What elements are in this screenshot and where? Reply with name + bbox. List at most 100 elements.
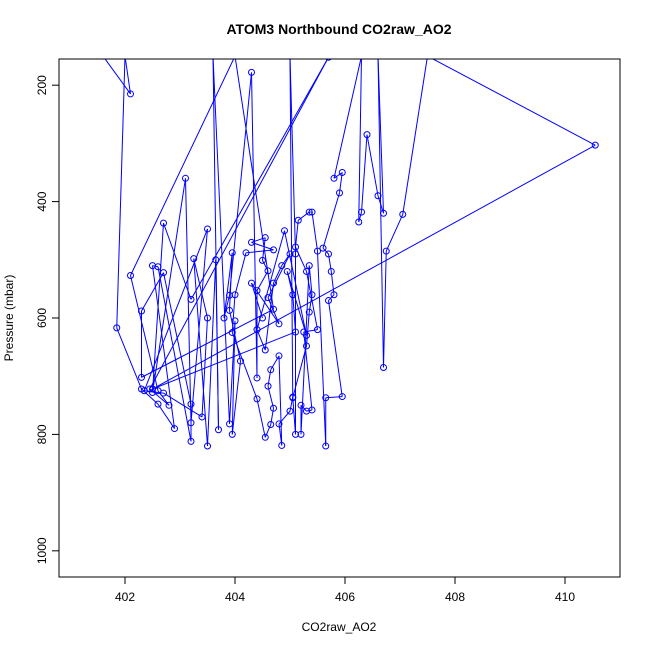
series-line-segment xyxy=(193,258,208,447)
series-line-segment xyxy=(297,211,310,221)
data-point xyxy=(322,442,330,450)
series-line-segment xyxy=(163,392,203,418)
data-point xyxy=(261,433,269,441)
series-line-segment xyxy=(284,230,307,336)
series-line-segment xyxy=(130,59,235,276)
series-line-segment xyxy=(333,172,343,179)
chart-title: ATOM3 Northbound CO2raw_AO2 xyxy=(226,21,451,37)
series-line-segment xyxy=(256,230,285,330)
series-line-segment xyxy=(251,241,274,251)
series-line-segment xyxy=(251,282,280,325)
series-line-segment xyxy=(141,308,274,378)
data-point xyxy=(278,262,286,270)
x-tick-label: 402 xyxy=(115,590,135,604)
data-point xyxy=(308,291,316,299)
series-line-segment xyxy=(322,247,329,255)
data-point xyxy=(338,393,346,401)
data-point xyxy=(171,425,178,433)
series-line-segment xyxy=(143,228,208,391)
data-point xyxy=(289,291,297,299)
data-point xyxy=(259,314,266,322)
series-line-segment xyxy=(267,297,280,325)
series-line-segment xyxy=(157,266,192,442)
data-point xyxy=(325,297,332,305)
x-tick-label: 404 xyxy=(225,590,245,604)
series-line-segment xyxy=(383,251,387,368)
series-line-segment xyxy=(289,59,294,398)
series-line-segment xyxy=(358,59,362,222)
data-point xyxy=(382,247,390,255)
series-line-segment xyxy=(292,345,307,398)
data-point xyxy=(237,357,244,365)
x-tick-label: 408 xyxy=(445,590,465,604)
data-point xyxy=(160,219,167,227)
y-tick-label: 600 xyxy=(35,308,49,328)
data-point xyxy=(380,363,387,371)
data-point xyxy=(281,227,288,235)
data-point xyxy=(228,430,236,438)
data-point xyxy=(270,404,277,412)
series-line-segment xyxy=(141,388,159,405)
data-point xyxy=(253,374,261,382)
data-point xyxy=(303,267,310,275)
series-line-segment xyxy=(245,249,274,254)
series-line-segment xyxy=(286,271,307,336)
data-point xyxy=(149,389,156,396)
data-point xyxy=(127,272,134,280)
series-line-segment xyxy=(104,59,131,95)
data-point xyxy=(308,406,316,414)
data-point xyxy=(286,407,294,415)
data-point xyxy=(154,263,162,271)
data-point xyxy=(248,68,255,76)
series-line-segment xyxy=(193,258,208,319)
series-line-segment xyxy=(295,220,299,248)
data-point xyxy=(253,326,261,334)
series-line-segment xyxy=(223,295,230,319)
series-line-segment xyxy=(124,59,131,94)
data-point xyxy=(308,208,316,216)
y-tick-label: 200 xyxy=(35,75,49,95)
x-axis-label: CO2raw_AO2 xyxy=(302,620,377,634)
data-point xyxy=(278,441,286,449)
data-point xyxy=(305,262,313,270)
series-line-segment xyxy=(207,259,217,447)
series-line-segment xyxy=(303,331,313,411)
data-point xyxy=(198,413,206,421)
series-line-segment xyxy=(328,294,335,301)
data-point xyxy=(325,59,332,61)
axes-layer: 402 404 406 408 410 200 400 600 800 1000 xyxy=(35,75,575,604)
data-point xyxy=(267,366,275,374)
data-point xyxy=(140,387,148,395)
data-point xyxy=(215,426,222,434)
series-line-segment xyxy=(278,423,283,446)
data-point xyxy=(154,400,162,408)
series-line-segment xyxy=(322,192,340,249)
series-line-segment xyxy=(262,237,266,261)
data-point xyxy=(187,419,195,427)
data-point xyxy=(187,295,195,303)
series-line-segment xyxy=(152,331,296,390)
series-line-segment xyxy=(234,252,247,295)
data-point xyxy=(303,331,310,339)
data-point xyxy=(294,216,302,224)
series-line-segment xyxy=(152,144,596,390)
data-point xyxy=(319,244,327,252)
data-point xyxy=(283,267,291,275)
data-point xyxy=(226,420,233,428)
data-point xyxy=(204,314,211,322)
data-point xyxy=(261,346,269,354)
data-point xyxy=(336,189,343,197)
data-point xyxy=(270,305,277,313)
series-line-segment xyxy=(190,59,329,300)
series-line-segment xyxy=(229,310,241,362)
data-point xyxy=(264,267,272,275)
data-point xyxy=(160,269,167,277)
data-point xyxy=(187,400,195,408)
data-point xyxy=(292,328,299,336)
series-1 xyxy=(101,59,599,450)
series-line-segment xyxy=(149,59,329,390)
data-point xyxy=(305,308,313,316)
series-line-segment xyxy=(231,332,258,400)
data-point xyxy=(228,329,236,337)
